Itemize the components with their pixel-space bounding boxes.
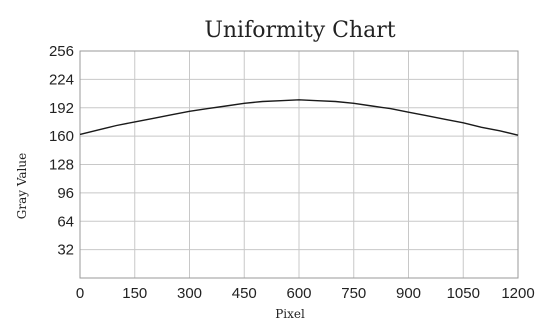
x-axis-label: Pixel bbox=[275, 307, 305, 321]
x-tick-label: 0 bbox=[76, 285, 84, 302]
chart-title: Uniformity Chart bbox=[204, 18, 395, 43]
y-tick-label: 160 bbox=[49, 128, 74, 145]
plot-frame bbox=[79, 50, 519, 279]
x-tick-label: 750 bbox=[341, 285, 366, 302]
x-tick-label: 300 bbox=[177, 285, 202, 302]
x-tick-label: 900 bbox=[396, 285, 421, 302]
x-tick-label: 1200 bbox=[501, 285, 534, 302]
y-axis-label: Gray Value bbox=[15, 153, 29, 219]
y-tick-label: 256 bbox=[49, 43, 74, 60]
y-tick-label: 64 bbox=[57, 213, 74, 230]
x-tick-label: 1050 bbox=[447, 285, 480, 302]
series-layer bbox=[79, 99, 519, 136]
y-axis: 32 64 96 128 160 192 224 256 bbox=[49, 43, 74, 259]
x-tick-label: 150 bbox=[122, 285, 147, 302]
series-line bbox=[79, 99, 519, 136]
y-tick-label: 224 bbox=[49, 71, 74, 88]
grid bbox=[80, 51, 518, 278]
x-tick-label: 450 bbox=[232, 285, 257, 302]
y-tick-label: 192 bbox=[49, 100, 74, 117]
y-tick-label: 128 bbox=[49, 157, 74, 174]
y-tick-label: 96 bbox=[57, 185, 74, 202]
y-tick-label: 32 bbox=[57, 242, 74, 259]
x-axis: 0 150 300 450 600 750 900 1050 1200 bbox=[76, 285, 535, 302]
x-tick-label: 600 bbox=[286, 285, 311, 302]
